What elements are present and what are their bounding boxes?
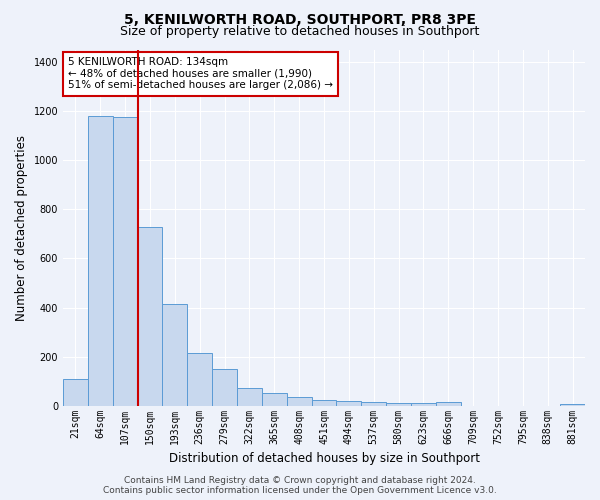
Text: Contains HM Land Registry data © Crown copyright and database right 2024.
Contai: Contains HM Land Registry data © Crown c… — [103, 476, 497, 495]
Bar — [237, 388, 262, 406]
Bar — [337, 400, 361, 406]
Bar — [411, 403, 436, 406]
Bar — [113, 118, 137, 406]
Bar — [63, 380, 88, 406]
Bar — [560, 404, 585, 406]
Y-axis label: Number of detached properties: Number of detached properties — [15, 135, 28, 321]
Bar — [436, 402, 461, 406]
Text: 5 KENILWORTH ROAD: 134sqm
← 48% of detached houses are smaller (1,990)
51% of se: 5 KENILWORTH ROAD: 134sqm ← 48% of detac… — [68, 57, 333, 90]
Bar — [187, 353, 212, 406]
Bar — [212, 369, 237, 406]
Text: Size of property relative to detached houses in Southport: Size of property relative to detached ho… — [121, 25, 479, 38]
Text: 5, KENILWORTH ROAD, SOUTHPORT, PR8 3PE: 5, KENILWORTH ROAD, SOUTHPORT, PR8 3PE — [124, 12, 476, 26]
Bar — [287, 397, 311, 406]
Bar — [311, 400, 337, 406]
X-axis label: Distribution of detached houses by size in Southport: Distribution of detached houses by size … — [169, 452, 479, 465]
Bar — [88, 116, 113, 406]
Bar — [386, 403, 411, 406]
Bar — [262, 394, 287, 406]
Bar — [361, 402, 386, 406]
Bar — [163, 304, 187, 406]
Bar — [137, 226, 163, 406]
